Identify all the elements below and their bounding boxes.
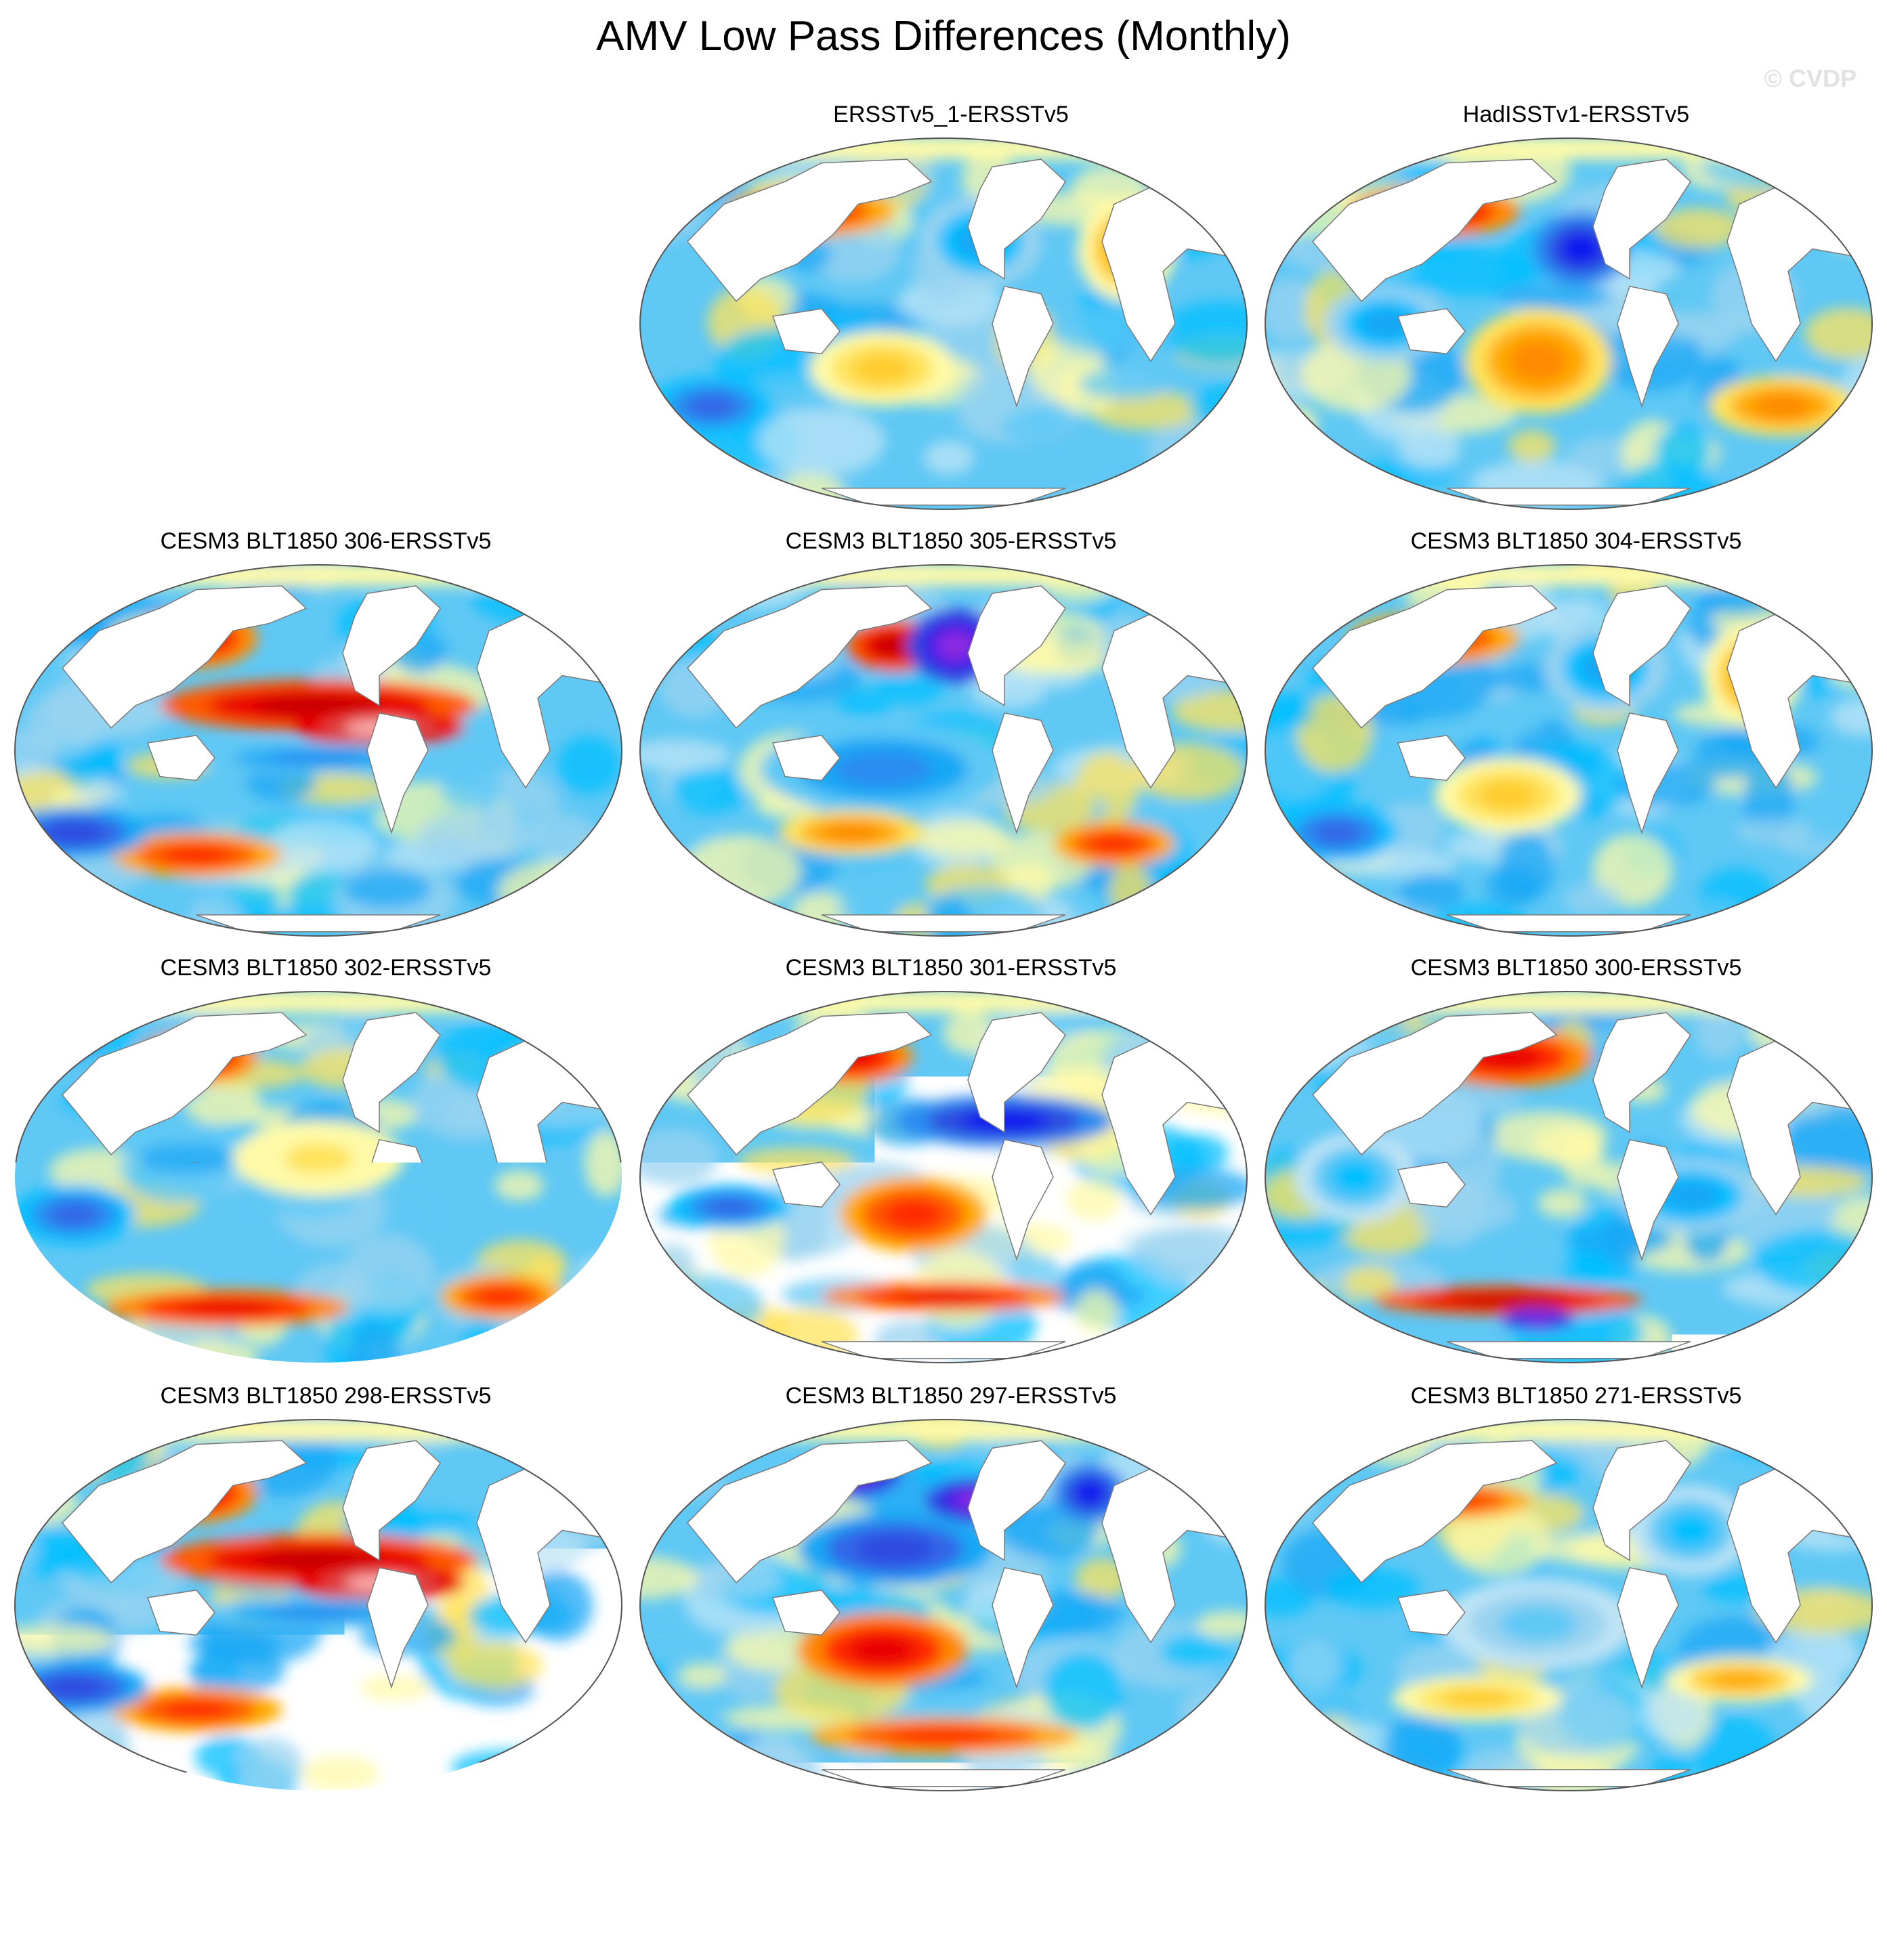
- colorbar-tick-label: 2.4: [1279, 1873, 1320, 1907]
- panel-title: CESM3 BLT1850 302-ERSSTv5: [14, 955, 638, 981]
- colorbar-tick-label: 4: [1529, 1873, 1546, 1907]
- map-svg: [1264, 137, 1873, 511]
- map-panel: CESM3 BLT1850 300-ERSSTv5: [1264, 955, 1887, 1375]
- map-svg: [1264, 990, 1873, 1364]
- sst-field: [1264, 990, 1873, 1364]
- sst-field: [639, 1418, 1248, 1792]
- sst-field: [639, 563, 1248, 937]
- map-svg: [14, 563, 623, 937]
- colorbar-tick-label: -0.8: [797, 1873, 849, 1907]
- panel-title: CESM3 BLT1850 298-ERSSTv5: [14, 1383, 638, 1409]
- sst-field: [14, 990, 623, 1364]
- map-panel: CESM3 BLT1850 271-ERSSTv5: [1264, 1383, 1887, 1803]
- sst-field: [1264, 137, 1873, 511]
- map-svg: [639, 137, 1248, 511]
- colorbar-tick-label: -3.2: [440, 1873, 491, 1907]
- panel-title: CESM3 BLT1850 297-ERSSTv5: [639, 1383, 1263, 1409]
- map-panel: CESM3 BLT1850 306-ERSSTv5: [14, 528, 638, 948]
- colorbar-tick-label: 0.8: [1040, 1873, 1082, 1907]
- watermark: © CVDP: [1764, 64, 1857, 93]
- colorbar-tick-label: -4: [333, 1873, 359, 1907]
- colorbar-tick-label: -2.4: [559, 1873, 610, 1907]
- colorbar-units: C/C: [0, 1909, 1887, 1942]
- map-svg: [1264, 1418, 1873, 1792]
- map-panel: CESM3 BLT1850 302-ERSSTv5: [14, 955, 638, 1375]
- map-svg: [1264, 563, 1873, 937]
- figure-title: AMV Low Pass Differences (Monthly): [0, 12, 1887, 60]
- sst-field: [1264, 1418, 1873, 1792]
- map-panel: ERSSTv5_1-ERSSTv5: [639, 102, 1263, 521]
- map-svg: [14, 1418, 623, 1792]
- colorbar-tick-label: -1.6: [678, 1873, 729, 1907]
- map-svg: [639, 990, 1248, 1364]
- panel-title: CESM3 BLT1850 271-ERSSTv5: [1264, 1383, 1887, 1409]
- colorbar-tick-label: 0: [933, 1873, 950, 1907]
- sst-field: [639, 137, 1248, 511]
- sst-field: [639, 990, 1248, 1364]
- panel-title: CESM3 BLT1850 305-ERSSTv5: [639, 528, 1263, 555]
- panel-title: HadISSTv1-ERSSTv5: [1264, 102, 1887, 128]
- panel-title: CESM3 BLT1850 306-ERSSTv5: [14, 528, 638, 555]
- panel-title: CESM3 BLT1850 304-ERSSTv5: [1264, 528, 1887, 555]
- map-panel: CESM3 BLT1850 304-ERSSTv5: [1264, 528, 1887, 948]
- map-svg: [639, 563, 1248, 937]
- sst-field: [14, 563, 623, 937]
- map-panel: CESM3 BLT1850 297-ERSSTv5: [639, 1383, 1263, 1803]
- sst-field: [1264, 563, 1873, 937]
- map-svg: [14, 990, 623, 1364]
- map-panel: CESM3 BLT1850 305-ERSSTv5: [639, 528, 1263, 948]
- map-svg: [639, 1418, 1248, 1792]
- colorbar-frame: [287, 1835, 1597, 1866]
- map-panel: CESM3 BLT1850 298-ERSSTv5: [14, 1383, 638, 1803]
- colorbar-tick-label: 1.6: [1160, 1873, 1201, 1907]
- map-panel: CESM3 BLT1850 301-ERSSTv5: [639, 955, 1263, 1375]
- panel-title: ERSSTv5_1-ERSSTv5: [639, 102, 1263, 128]
- colorbar-tick-label: 3.2: [1398, 1873, 1439, 1907]
- map-panel: HadISSTv1-ERSSTv5: [1264, 102, 1887, 521]
- panel-title: CESM3 BLT1850 301-ERSSTv5: [639, 955, 1263, 981]
- sst-field: [14, 1418, 623, 1792]
- panel-title: CESM3 BLT1850 300-ERSSTv5: [1264, 955, 1887, 981]
